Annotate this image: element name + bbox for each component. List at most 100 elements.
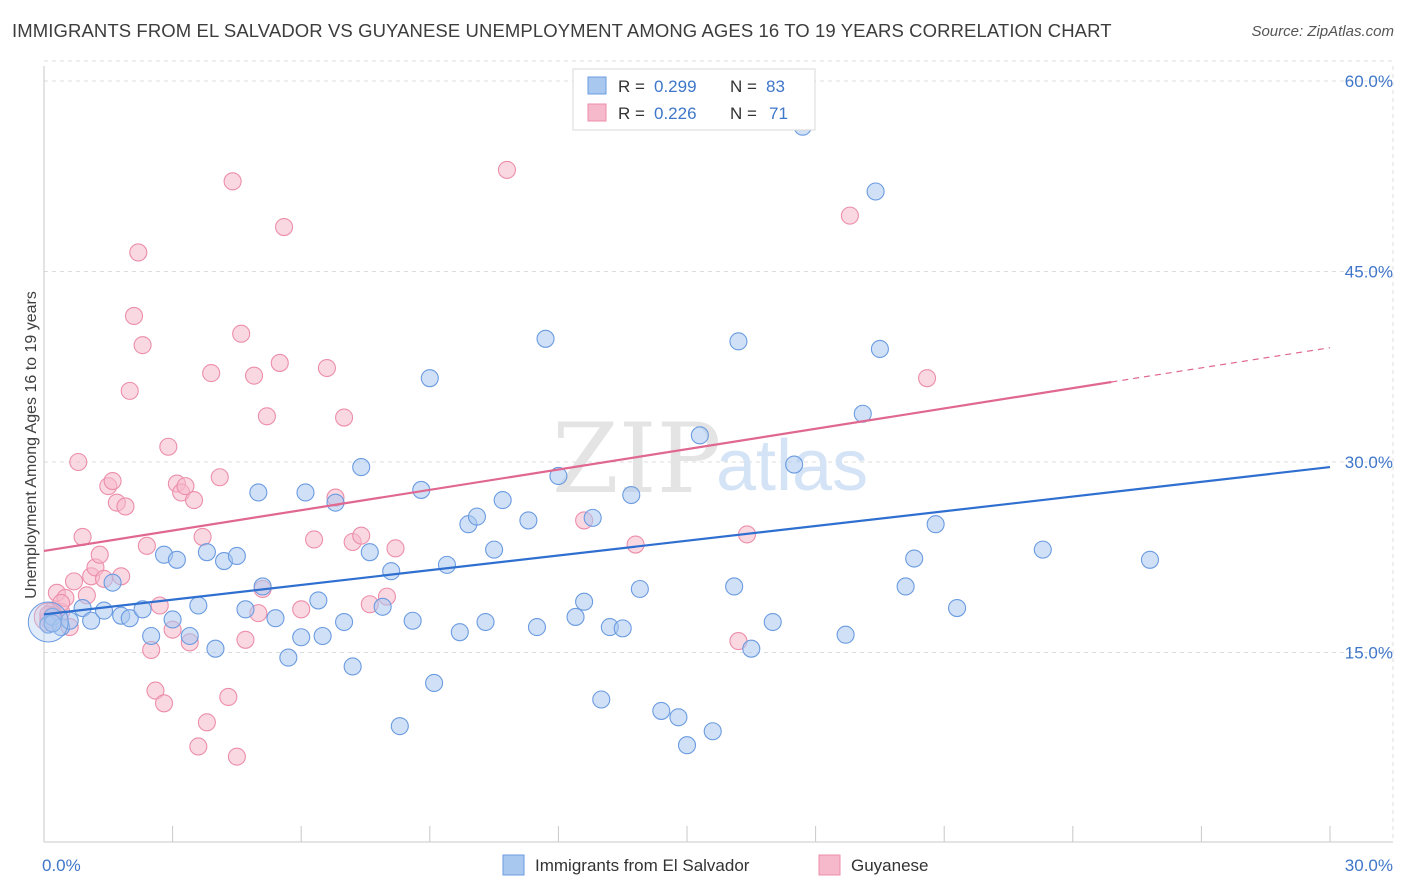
data-point-el-salvador: [677, 736, 697, 755]
legend-bottom-label-guyanese: Guyanese: [851, 856, 929, 875]
legend-bottom-swatch-blue: [502, 854, 525, 876]
data-point-el-salvador: [690, 426, 709, 445]
y-tick-labels: 15.0% 30.0% 45.0% 60.0%: [1345, 72, 1393, 663]
data-point-guyanese: [116, 497, 135, 516]
data-point-guyanese: [137, 536, 156, 555]
data-point-el-salvador: [1033, 540, 1052, 559]
data-point-el-salvador: [227, 546, 246, 566]
data-point-el-salvador: [583, 508, 602, 527]
legend-swatch-pink: [587, 103, 607, 122]
data-point-el-salvador: [870, 339, 889, 359]
data-point-el-salvador: [1140, 550, 1160, 569]
legend-swatch-blue: [587, 76, 607, 95]
data-point-guyanese: [69, 452, 88, 472]
data-point-el-salvador: [729, 332, 748, 351]
data-point-guyanese: [292, 600, 311, 619]
data-point-el-salvador: [236, 600, 255, 619]
data-point-el-salvador: [142, 626, 161, 646]
data-point-el-salvador: [253, 577, 272, 596]
data-point-el-salvador: [485, 540, 504, 559]
trendline-el-salvador: [43, 465, 1331, 616]
legend-n-label-blue: N =: [730, 77, 762, 96]
data-point-guyanese: [626, 535, 645, 554]
data-point-el-salvador: [905, 549, 924, 568]
watermark: ZIP atlas: [552, 403, 868, 515]
data-point-guyanese: [202, 364, 221, 383]
data-point-el-salvador: [167, 550, 186, 569]
y-tick-label: 30.0%: [1345, 453, 1393, 472]
data-cluster-el-salvador: [27, 601, 69, 643]
data-point-el-salvador: [43, 614, 62, 633]
legend-n-value-blue: 83: [766, 77, 785, 96]
data-point-el-salvador: [926, 515, 945, 534]
y-tick-label: 60.0%: [1345, 72, 1393, 91]
data-point-el-salvador: [296, 483, 315, 502]
data-point-el-salvador: [437, 555, 456, 574]
data-point-guyanese: [223, 172, 242, 191]
data-point-el-salvador: [652, 701, 671, 720]
data-point-guyanese: [184, 491, 204, 510]
data-point-guyanese: [197, 713, 216, 732]
data-point-el-salvador: [403, 611, 422, 630]
data-point-el-salvador: [536, 329, 555, 348]
y-tick-label: 15.0%: [1345, 644, 1393, 663]
data-point-el-salvador: [742, 639, 761, 658]
data-point-el-salvador: [519, 511, 538, 530]
data-point-el-salvador: [326, 493, 345, 512]
data-point-guyanese: [232, 324, 251, 343]
legend-n-label-pink: N =: [730, 104, 762, 123]
series-guyanese-points: [33, 160, 937, 766]
data-point-el-salvador: [622, 485, 641, 505]
data-point-guyanese: [236, 630, 255, 649]
data-point-guyanese: [335, 408, 354, 427]
data-point-el-salvador: [82, 611, 101, 630]
data-point-guyanese: [154, 694, 174, 713]
data-point-guyanese: [386, 539, 405, 558]
y-axis-label: Unemployment Among Ages 16 to 19 years: [23, 291, 40, 599]
data-point-el-salvador: [197, 543, 216, 562]
data-point-el-salvador: [266, 609, 285, 628]
legend-bottom-label-el-salvador: Immigrants from El Salvador: [535, 856, 750, 875]
data-point-guyanese: [352, 526, 371, 545]
data-point-guyanese: [317, 358, 336, 378]
data-point-el-salvador: [382, 562, 401, 581]
data-point-el-salvador: [703, 722, 722, 741]
data-point-guyanese: [129, 243, 148, 262]
axis-layer: [43, 66, 1393, 843]
correlation-legend: R = 0.299 N = 83 R = 0.226 N = 71: [572, 68, 816, 131]
data-point-el-salvador: [120, 609, 139, 628]
data-point-el-salvador: [103, 573, 122, 592]
data-point-guyanese: [270, 353, 289, 372]
data-point-guyanese: [159, 437, 178, 456]
chart-title: IMMIGRANTS FROM EL SALVADOR VS GUYANESE …: [12, 20, 1112, 41]
data-point-guyanese: [64, 572, 84, 591]
data-point-el-salvador: [669, 708, 688, 727]
data-point-el-salvador: [866, 182, 885, 201]
data-point-guyanese: [305, 530, 324, 549]
series-legend: Immigrants from El Salvador Guyanese: [502, 854, 929, 876]
data-point-el-salvador: [566, 607, 585, 626]
trendline-guyanese: [43, 380, 1112, 552]
data-point-guyanese: [120, 381, 139, 400]
data-point-el-salvador: [352, 458, 371, 477]
data-point-guyanese: [219, 687, 238, 707]
data-point-el-salvador: [785, 455, 804, 474]
data-point-el-salvador: [630, 579, 649, 599]
legend-r-label-blue: R =: [618, 77, 650, 96]
data-point-guyanese: [840, 206, 859, 225]
data-point-el-salvador: [279, 648, 298, 667]
data-point-el-salvador: [836, 625, 855, 644]
data-point-guyanese: [275, 218, 294, 237]
data-point-guyanese: [90, 545, 109, 564]
data-point-el-salvador: [189, 596, 208, 615]
data-point-el-salvador: [467, 507, 487, 526]
data-point-el-salvador: [206, 639, 225, 658]
data-point-guyanese: [176, 477, 195, 496]
data-point-guyanese: [189, 737, 208, 756]
data-point-el-salvador: [360, 543, 379, 562]
data-point-el-salvador: [763, 612, 782, 632]
legend-r-value-pink: 0.226: [654, 104, 697, 123]
data-point-el-salvador: [476, 612, 495, 632]
data-point-guyanese: [103, 471, 122, 491]
